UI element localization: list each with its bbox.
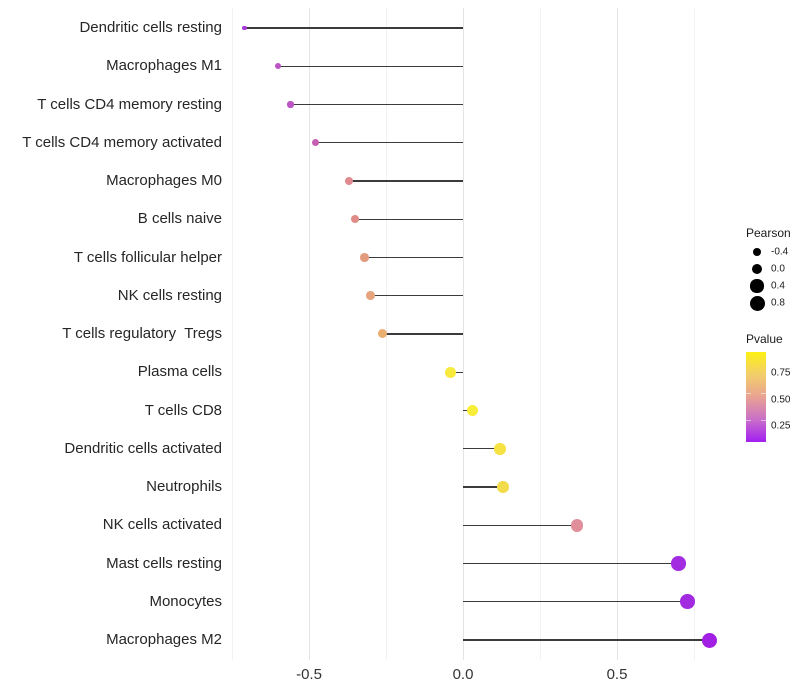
x-axis-tick-label: 0.0 — [452, 666, 474, 683]
lollipop-dot — [360, 253, 369, 262]
lollipop-stem — [290, 103, 463, 106]
lollipop-dot — [445, 366, 456, 378]
lollipop-dot — [680, 594, 696, 610]
pvalue-bar-tick — [746, 393, 751, 395]
lollipop-stem — [463, 448, 500, 450]
lollipop-stem — [315, 142, 463, 144]
lollipop-dot — [378, 329, 388, 339]
y-axis-label: T cells follicular helper — [73, 248, 222, 266]
pvalue-bar-tick — [761, 393, 766, 395]
legend-size-dot — [749, 295, 765, 311]
y-axis-label: T cells CD8 — [144, 401, 222, 419]
gridline-minor — [231, 8, 233, 660]
pvalue-bar-tick — [761, 419, 766, 421]
lollipop-dot — [494, 442, 506, 455]
legend-size-dot — [753, 248, 761, 256]
legend-size-dot — [751, 263, 763, 275]
legend-pvalue-color: Pvalue 0.75 0.50 0.25 — [746, 332, 790, 448]
lollipop-dot — [366, 291, 375, 301]
y-axis-label: Macrophages M1 — [106, 57, 222, 75]
y-axis-label: Macrophages M2 — [106, 631, 222, 648]
lollipop-stem — [382, 333, 463, 335]
legend-size-label: -0.4 — [771, 246, 789, 258]
y-axis-label: Plasma cells — [137, 363, 222, 381]
lollipop-stem — [278, 65, 463, 67]
lollipop-dot — [671, 556, 686, 571]
lollipop-dot — [466, 405, 478, 416]
pvalue-tick-label: 0.50 — [771, 394, 791, 406]
x-axis-tick-label: 0.5 — [606, 666, 628, 683]
gridline-major — [616, 8, 618, 660]
y-axis-label: T cells CD4 memory activated — [22, 133, 222, 151]
legend-size-label: 0.4 — [771, 280, 785, 292]
gridline-major — [308, 8, 310, 660]
lollipop-dot — [344, 176, 354, 186]
lollipop-stem — [370, 295, 463, 297]
y-axis-label: T cells regulatory Tregs — [62, 325, 222, 342]
lollipop-stem — [244, 27, 463, 29]
y-axis-label: T cells CD4 memory resting — [37, 95, 222, 113]
lollipop-stem — [463, 639, 710, 641]
lollipop-dot — [497, 481, 509, 493]
lollipop-dot — [275, 63, 282, 70]
legend-pearson-size: Pearson -0.4 0.0 0.4 0.8 — [746, 226, 800, 311]
pvalue-bar-tick — [761, 446, 766, 448]
gridline-minor — [693, 8, 695, 660]
lollipop-stem — [463, 601, 688, 603]
lollipop-dot — [351, 215, 360, 224]
legend-pvalue-title: Pvalue — [746, 332, 783, 346]
legend-size-dot — [750, 279, 764, 293]
lollipop-stem — [355, 218, 463, 220]
pvalue-tick-label: 0.25 — [771, 420, 791, 432]
legend-size-label: 0.0 — [771, 263, 785, 275]
y-axis-label: NK cells resting — [117, 286, 222, 304]
y-axis-label: Macrophages M0 — [106, 172, 222, 189]
lollipop-dot — [570, 518, 584, 532]
lollipop-stem — [463, 562, 679, 565]
y-axis-label: Neutrophils — [146, 478, 222, 495]
pvalue-tick-label: 0.75 — [771, 367, 791, 379]
y-axis-label: Monocytes — [149, 592, 222, 610]
lollipop-dot — [701, 632, 717, 648]
pvalue-bar-tick — [746, 419, 751, 421]
lollipop-dot — [311, 139, 319, 147]
lollipop-stem — [450, 371, 463, 373]
y-axis-label: Dendritic cells resting — [79, 19, 222, 36]
y-axis-label: Mast cells resting — [106, 554, 222, 572]
gridline-major — [462, 8, 464, 660]
x-axis-tick-label: -0.5 — [296, 666, 322, 683]
lollipop-stem — [463, 486, 504, 488]
y-axis-label: B cells naive — [137, 210, 222, 228]
lollipop-stem — [349, 180, 463, 182]
gridline-minor — [539, 8, 541, 660]
pvalue-bar-tick — [746, 446, 751, 448]
y-axis-label: NK cells activated — [102, 516, 222, 534]
y-axis-label: Dendritic cells activated — [64, 439, 222, 457]
lollipop-dot — [287, 101, 294, 108]
lollipop-stem — [463, 524, 577, 526]
pvalue-gradient-bar — [746, 352, 766, 448]
lollipop-dot — [242, 25, 247, 31]
legend-size-label: 0.8 — [771, 297, 785, 309]
legend-pearson-title: Pearson — [746, 226, 791, 240]
lollipop-stem — [364, 256, 463, 259]
